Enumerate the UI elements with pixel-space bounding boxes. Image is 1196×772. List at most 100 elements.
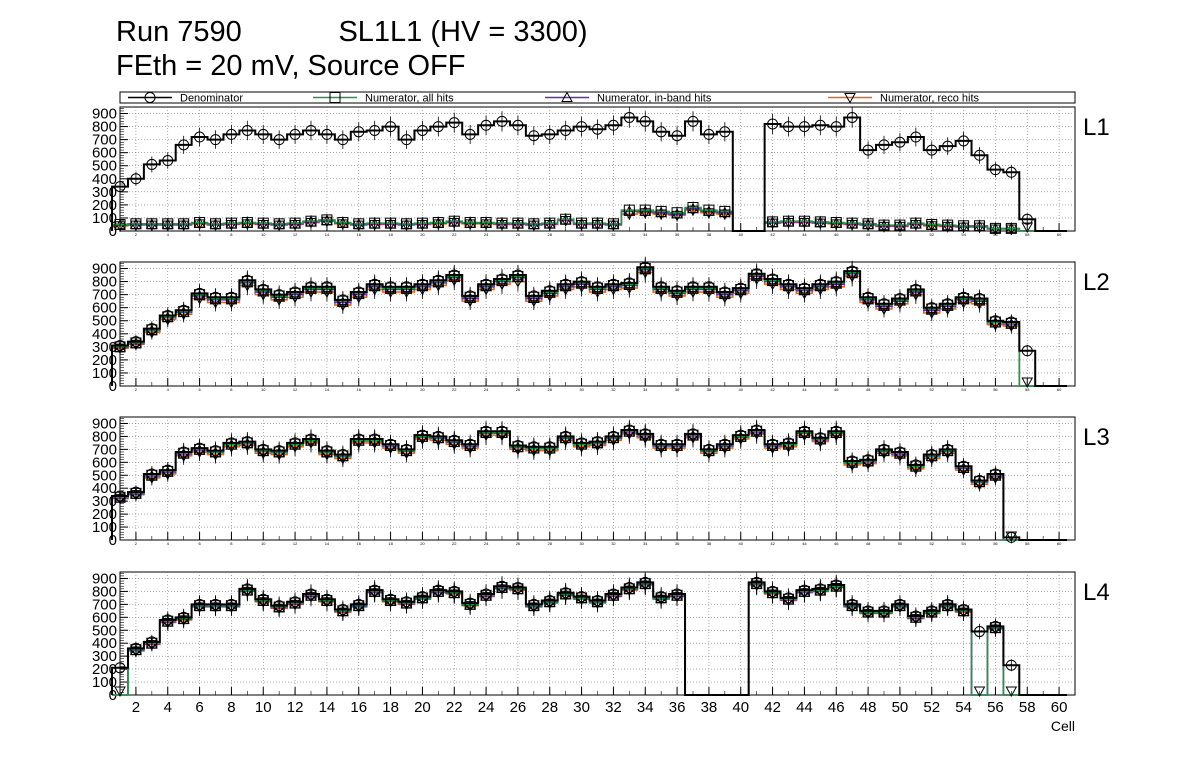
marker-denominator xyxy=(401,443,412,455)
marker-denominator xyxy=(767,438,779,450)
marker-denominator xyxy=(607,430,619,442)
marker-denominator xyxy=(464,597,476,609)
y-tick-label: 300 xyxy=(92,493,117,510)
x-tick-label: 54 xyxy=(961,232,966,237)
marker-denominator xyxy=(767,585,779,597)
marker-numerator_all xyxy=(416,217,428,229)
marker-denominator xyxy=(305,588,317,600)
x-tick-label: 12 xyxy=(293,387,298,392)
y-tick-label: 600 xyxy=(92,300,117,317)
y-tick-label: 700 xyxy=(92,441,117,458)
legend-label-3: Numerator, reco hits xyxy=(880,93,980,105)
marker-denominator xyxy=(926,144,938,156)
marker-denominator xyxy=(894,293,906,305)
marker-numerator_all xyxy=(1005,222,1017,234)
x-tick-label: 10 xyxy=(261,541,266,546)
marker-denominator xyxy=(114,340,126,352)
x-tick-label: 38 xyxy=(707,232,712,237)
marker-denominator xyxy=(974,149,985,161)
marker-numerator_all xyxy=(464,217,476,229)
marker-denominator xyxy=(130,336,142,348)
x-tick-label: 20 xyxy=(414,699,431,716)
marker-denominator xyxy=(1005,316,1017,328)
y-tick-label: 900 xyxy=(92,106,117,123)
x-tick-label: 42 xyxy=(770,541,775,546)
marker-numerator_all xyxy=(576,217,588,229)
marker-denominator xyxy=(623,582,635,594)
x-tick-label: 34 xyxy=(643,232,648,237)
marker-denominator xyxy=(878,139,890,151)
marker-denominator xyxy=(576,437,588,449)
x-tick-label: 22 xyxy=(452,232,457,237)
marker-denominator xyxy=(146,636,158,648)
marker-numerator_all xyxy=(862,218,874,230)
x-tick-label: 2 xyxy=(135,541,138,546)
marker-denominator xyxy=(528,598,540,610)
marker-denominator xyxy=(385,438,397,450)
marker-denominator xyxy=(1005,659,1017,671)
x-tick-label: 60 xyxy=(1057,541,1062,546)
marker-denominator xyxy=(146,468,158,480)
marker-denominator xyxy=(592,123,603,135)
marker-denominator xyxy=(337,294,349,306)
marker-denominator xyxy=(894,598,906,610)
x-tick-label: 16 xyxy=(357,232,362,237)
marker-denominator xyxy=(369,433,381,445)
marker-denominator xyxy=(974,293,985,305)
marker-denominator xyxy=(496,425,508,437)
marker-denominator xyxy=(814,583,826,595)
marker-denominator xyxy=(273,600,285,612)
marker-denominator xyxy=(194,598,206,610)
legend-label-1: Numerator, all hits xyxy=(365,93,454,105)
marker-denominator xyxy=(735,429,747,441)
marker-numerator_all xyxy=(592,217,603,229)
marker-numerator_all xyxy=(671,207,683,219)
marker-denominator xyxy=(544,594,556,606)
x-tick-label: 22 xyxy=(452,541,457,546)
x-tick-label: 52 xyxy=(930,541,935,546)
marker-numerator_all xyxy=(385,217,397,229)
marker-denominator xyxy=(225,598,237,610)
marker-numerator_all xyxy=(369,217,381,229)
x-tick-label: 18 xyxy=(382,699,399,716)
marker-denominator xyxy=(639,428,651,440)
x-tick-label: 2 xyxy=(135,232,138,237)
marker-denominator xyxy=(225,437,237,449)
marker-denominator xyxy=(878,298,890,310)
x-tick-label: 20 xyxy=(420,387,425,392)
x-tick-label: 28 xyxy=(541,699,558,716)
x-tick-label: 56 xyxy=(993,541,998,546)
x-tick-label: 4 xyxy=(167,541,170,546)
marker-denominator xyxy=(703,128,715,140)
x-tick-label: 14 xyxy=(325,541,330,546)
marker-denominator xyxy=(1021,213,1033,225)
marker-denominator xyxy=(401,596,412,608)
marker-denominator xyxy=(989,468,1001,480)
y-tick-label: 300 xyxy=(92,184,117,201)
y-tick-label: 600 xyxy=(92,454,117,471)
x-tick-label: 12 xyxy=(293,541,298,546)
x-tick-label: 58 xyxy=(1019,699,1036,716)
marker-numerator_all xyxy=(289,217,301,229)
marker-denominator xyxy=(194,131,206,143)
marker-numerator_all xyxy=(830,217,842,229)
marker-denominator xyxy=(257,443,269,455)
marker-denominator xyxy=(464,128,476,140)
marker-denominator xyxy=(369,584,381,596)
marker-denominator xyxy=(146,158,158,170)
marker-numerator_all xyxy=(942,219,954,231)
marker-reco-zero xyxy=(973,686,986,698)
marker-denominator xyxy=(830,425,842,437)
marker-numerator_all xyxy=(560,213,572,225)
marker-denominator xyxy=(496,580,508,592)
marker-denominator xyxy=(655,281,667,293)
x-tick-label: 58 xyxy=(1025,387,1030,392)
marker-denominator xyxy=(735,282,747,294)
marker-denominator xyxy=(401,281,412,293)
marker-denominator xyxy=(989,164,1001,176)
marker-numerator_all xyxy=(989,222,1001,234)
marker-denominator xyxy=(894,446,906,458)
